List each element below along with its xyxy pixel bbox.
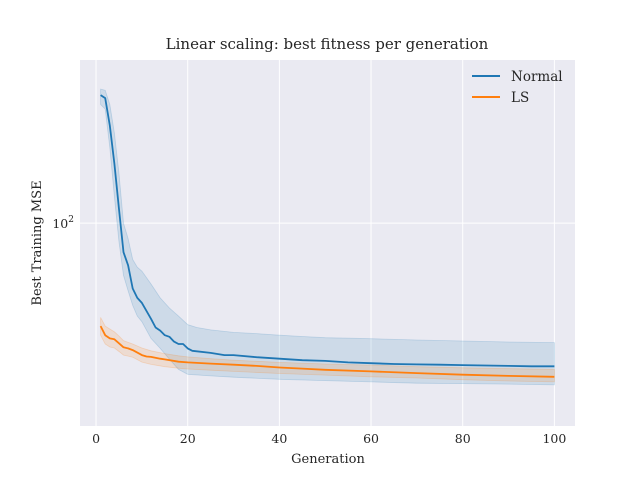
band-normal bbox=[100, 88, 555, 386]
x-tick-label: 60 bbox=[363, 431, 379, 446]
y-tick-label: 102 bbox=[52, 215, 74, 231]
x-tick-label: 40 bbox=[271, 431, 287, 446]
legend: Normal LS bbox=[472, 69, 563, 106]
x-tick-label: 20 bbox=[180, 431, 196, 446]
chart-title: Linear scaling: best fitness per generat… bbox=[166, 35, 489, 53]
line-ls bbox=[99, 325, 555, 378]
line-normal bbox=[100, 94, 555, 368]
series-lines bbox=[99, 94, 555, 378]
x-tick-label: 80 bbox=[455, 431, 471, 446]
y-axis: 102 bbox=[52, 215, 74, 231]
band-ls bbox=[100, 317, 555, 383]
x-axis-label: Generation bbox=[291, 452, 365, 467]
x-axis: 0 20 40 60 80 100 bbox=[92, 431, 566, 446]
y-axis-label: Best Training MSE bbox=[30, 180, 45, 305]
x-tick-label: 100 bbox=[542, 431, 566, 446]
confidence-bands bbox=[100, 88, 555, 386]
grid bbox=[80, 60, 575, 426]
legend-label-normal: Normal bbox=[511, 69, 563, 85]
x-tick-label: 0 bbox=[92, 431, 100, 446]
legend-label-ls: LS bbox=[511, 90, 529, 106]
